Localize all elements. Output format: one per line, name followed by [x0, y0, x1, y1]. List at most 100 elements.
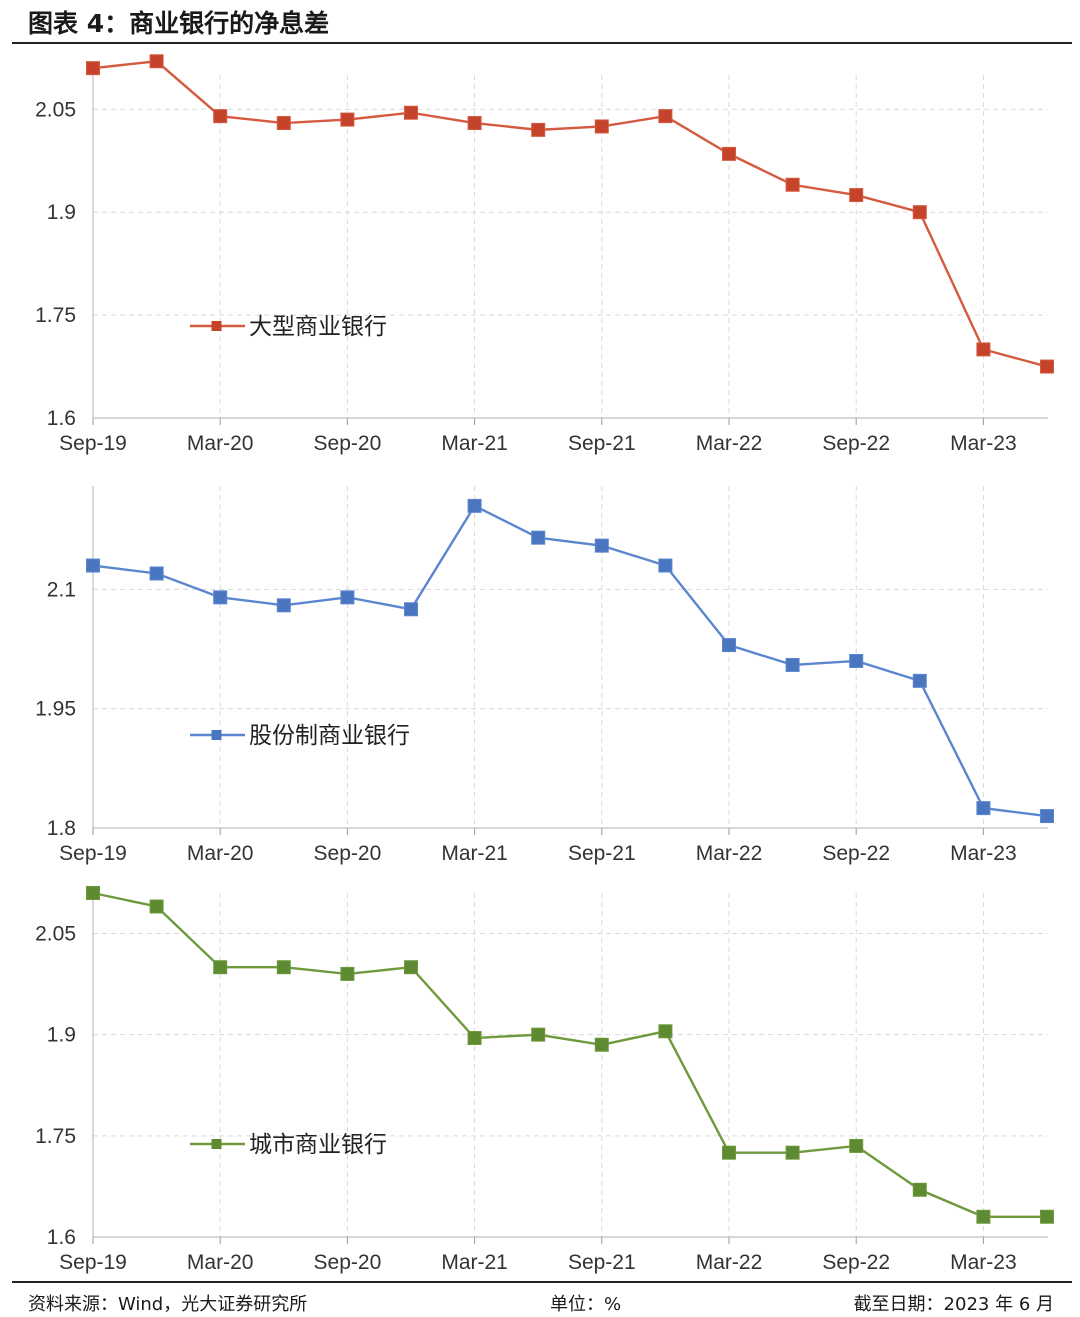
x-tick-label: Mar-21 — [441, 842, 508, 865]
data-point — [404, 105, 418, 120]
data-point — [276, 116, 291, 131]
data-point — [340, 112, 355, 127]
footer-divider — [12, 1281, 1072, 1283]
data-point — [722, 1145, 736, 1160]
legend-label: 大型商业银行 — [249, 314, 387, 340]
data-point — [722, 146, 736, 161]
y-tick-label: 1.6 — [47, 407, 76, 430]
x-tick-label: Sep-22 — [822, 842, 890, 865]
series-line — [92, 60, 1048, 368]
data-point — [86, 886, 100, 900]
x-tick-label: Mar-22 — [696, 842, 763, 865]
data-point — [658, 1024, 673, 1039]
data-point — [467, 116, 482, 131]
x-tick-label: Mar-20 — [187, 1251, 254, 1274]
y-tick-label: 1.8 — [47, 817, 76, 840]
data-point — [467, 498, 482, 513]
x-tick-label: Sep-19 — [59, 1251, 127, 1274]
x-tick-label: Mar-22 — [696, 432, 763, 455]
data-point — [404, 960, 418, 975]
y-tick-label: 1.95 — [35, 698, 76, 721]
data-point — [404, 602, 418, 617]
data-point — [912, 205, 927, 220]
data-point — [976, 342, 991, 357]
chart-joint-stock-banks: 1.8 1.95 2.1 Sep-19 Mar-20 Sep-20 Mar-21 Sep-21… — [35, 486, 1054, 865]
y-tick-label: 1.6 — [47, 1226, 76, 1249]
data-point — [594, 1037, 609, 1052]
x-tick-label: Sep-21 — [568, 1251, 636, 1274]
data-point — [531, 122, 546, 137]
data-point — [86, 558, 100, 573]
data-point — [213, 960, 228, 975]
data-point — [340, 590, 355, 605]
data-point — [976, 1209, 991, 1224]
data-point — [1040, 809, 1054, 824]
data-point — [912, 1182, 927, 1197]
x-tick-label: Mar-20 — [187, 842, 254, 865]
unit-note: 单位：% — [550, 1294, 622, 1315]
x-tick-label: Mar-23 — [950, 842, 1017, 865]
data-point — [785, 657, 800, 672]
data-point — [658, 109, 673, 124]
source-note: 资料来源：Wind，光大证券研究所 — [28, 1294, 308, 1315]
data-point — [149, 54, 164, 69]
y-tick-label: 1.75 — [35, 304, 76, 327]
data-point — [531, 530, 546, 545]
x-tick-label: Mar-21 — [441, 432, 508, 455]
legend-marker — [211, 321, 222, 331]
legend-marker — [211, 1139, 222, 1149]
y-tick-label: 1.75 — [35, 1125, 76, 1148]
x-tick-label: Sep-22 — [822, 432, 890, 455]
data-point — [594, 119, 609, 134]
data-point — [785, 177, 800, 192]
data-point — [1040, 1209, 1054, 1224]
x-tick-label: Sep-19 — [59, 842, 127, 865]
x-tick-label: Sep-21 — [568, 842, 636, 865]
x-tick-label: Mar-23 — [950, 1251, 1017, 1274]
chart-large-banks: 1.6 1.75 1.9 2.05 Sep-19 Mar-20 Sep-20 Mar-21 Se… — [35, 54, 1054, 455]
data-point — [849, 188, 864, 203]
x-tick-label: Mar-21 — [441, 1251, 508, 1274]
data-point — [213, 590, 228, 605]
x-tick-label: Mar-23 — [950, 432, 1017, 455]
data-point — [467, 1031, 482, 1046]
data-point — [531, 1027, 546, 1042]
legend-label: 股份制商业银行 — [249, 723, 410, 749]
series-line — [92, 504, 1048, 818]
y-tick-label: 2.1 — [47, 578, 76, 601]
data-point — [722, 638, 736, 653]
x-tick-label: Mar-22 — [696, 1251, 763, 1274]
y-tick-label: 2.05 — [35, 98, 76, 121]
data-point — [213, 109, 228, 124]
x-tick-label: Sep-20 — [314, 1251, 382, 1274]
data-point — [594, 538, 609, 553]
y-tick-label: 1.9 — [47, 1024, 76, 1047]
data-point — [849, 1138, 864, 1153]
data-point — [276, 598, 291, 613]
legend-label: 城市商业银行 — [249, 1132, 387, 1158]
x-tick-label: Sep-22 — [822, 1251, 890, 1274]
data-point — [276, 960, 291, 975]
x-tick-label: Sep-19 — [59, 432, 127, 455]
y-tick-label: 1.9 — [47, 201, 76, 224]
page-title: 图表 4：商业银行的净息差 — [28, 9, 330, 38]
data-point — [86, 61, 100, 76]
y-tick-label: 2.05 — [35, 922, 76, 945]
data-point — [658, 558, 673, 573]
data-point — [976, 801, 991, 816]
data-point — [785, 1145, 800, 1160]
data-point — [849, 653, 864, 668]
series-line — [92, 891, 1047, 1218]
x-tick-label: Sep-20 — [314, 432, 382, 455]
date-note: 截至日期：2023 年 6 月 — [853, 1294, 1054, 1315]
data-point — [149, 899, 164, 914]
data-point — [340, 966, 355, 981]
legend-marker — [211, 730, 222, 740]
title-divider — [12, 42, 1072, 44]
data-point — [149, 566, 164, 581]
x-tick-label: Sep-21 — [568, 432, 636, 455]
x-tick-label: Sep-20 — [314, 842, 382, 865]
chart-city-banks: 1.6 1.75 1.9 2.05 Sep-19 Mar-20 Sep-20 Mar-21 Se… — [35, 886, 1054, 1274]
data-point — [1040, 359, 1054, 374]
